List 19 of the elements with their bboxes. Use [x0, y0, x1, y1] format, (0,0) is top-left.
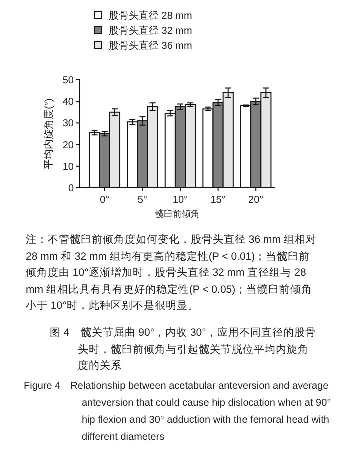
caption: 图 4 髋关节屈曲 90°，内收 30°，应用不同直径的股骨头时，髋臼前倾角与引起髋关节脱位平均内旋角度的关系 [50, 326, 318, 374]
y-tick-label: 20 [62, 140, 74, 152]
legend-label: 股骨头直径 28 mm [109, 10, 192, 22]
y-tick-label: 40 [62, 97, 74, 108]
x-tick-label: 0° [100, 195, 110, 206]
y-tick-label: 0 [68, 184, 74, 194]
x-axis-title: 髋臼前倾角 [155, 209, 200, 219]
y-axis-title: 平均内旋角度(°) [43, 98, 55, 170]
y-tick-label: 10 [62, 162, 74, 173]
legend-label: 股骨头直径 36 mm [109, 40, 192, 52]
text: 注：不管髋臼前倾角度如何变化，股骨头直径 36 mm 组相对 28 mm 和 32 mm 组均有更高的稳定性(P < 0.01)；当髋臼前倾角度由 10°逐渐增加时，股骨头直径 32 mm 直径组与 28 mm 组相比具有具有更好的稳定性(P < 0.05)；当髋臼前倾角小于 10°时，此种区别不是很明显。 [26, 233, 318, 314]
y-tick-label: 30 [62, 118, 74, 130]
x-tick-label: 20° [248, 195, 264, 206]
x-tick-label: 10° [172, 195, 188, 206]
x-tick-label: 15° [210, 195, 226, 206]
caption: Figure 4 Relationship between acetabular anteversion and average anteversion that could cause hip dislocation when at 90° hip flexion and 30° adduction with the femoral head with different diameters [24, 380, 332, 445]
y-tick-label: 50 [62, 76, 74, 86]
x-tick-label: 5° [138, 195, 148, 206]
legend-label: 股骨头直径 32 mm [109, 25, 192, 37]
